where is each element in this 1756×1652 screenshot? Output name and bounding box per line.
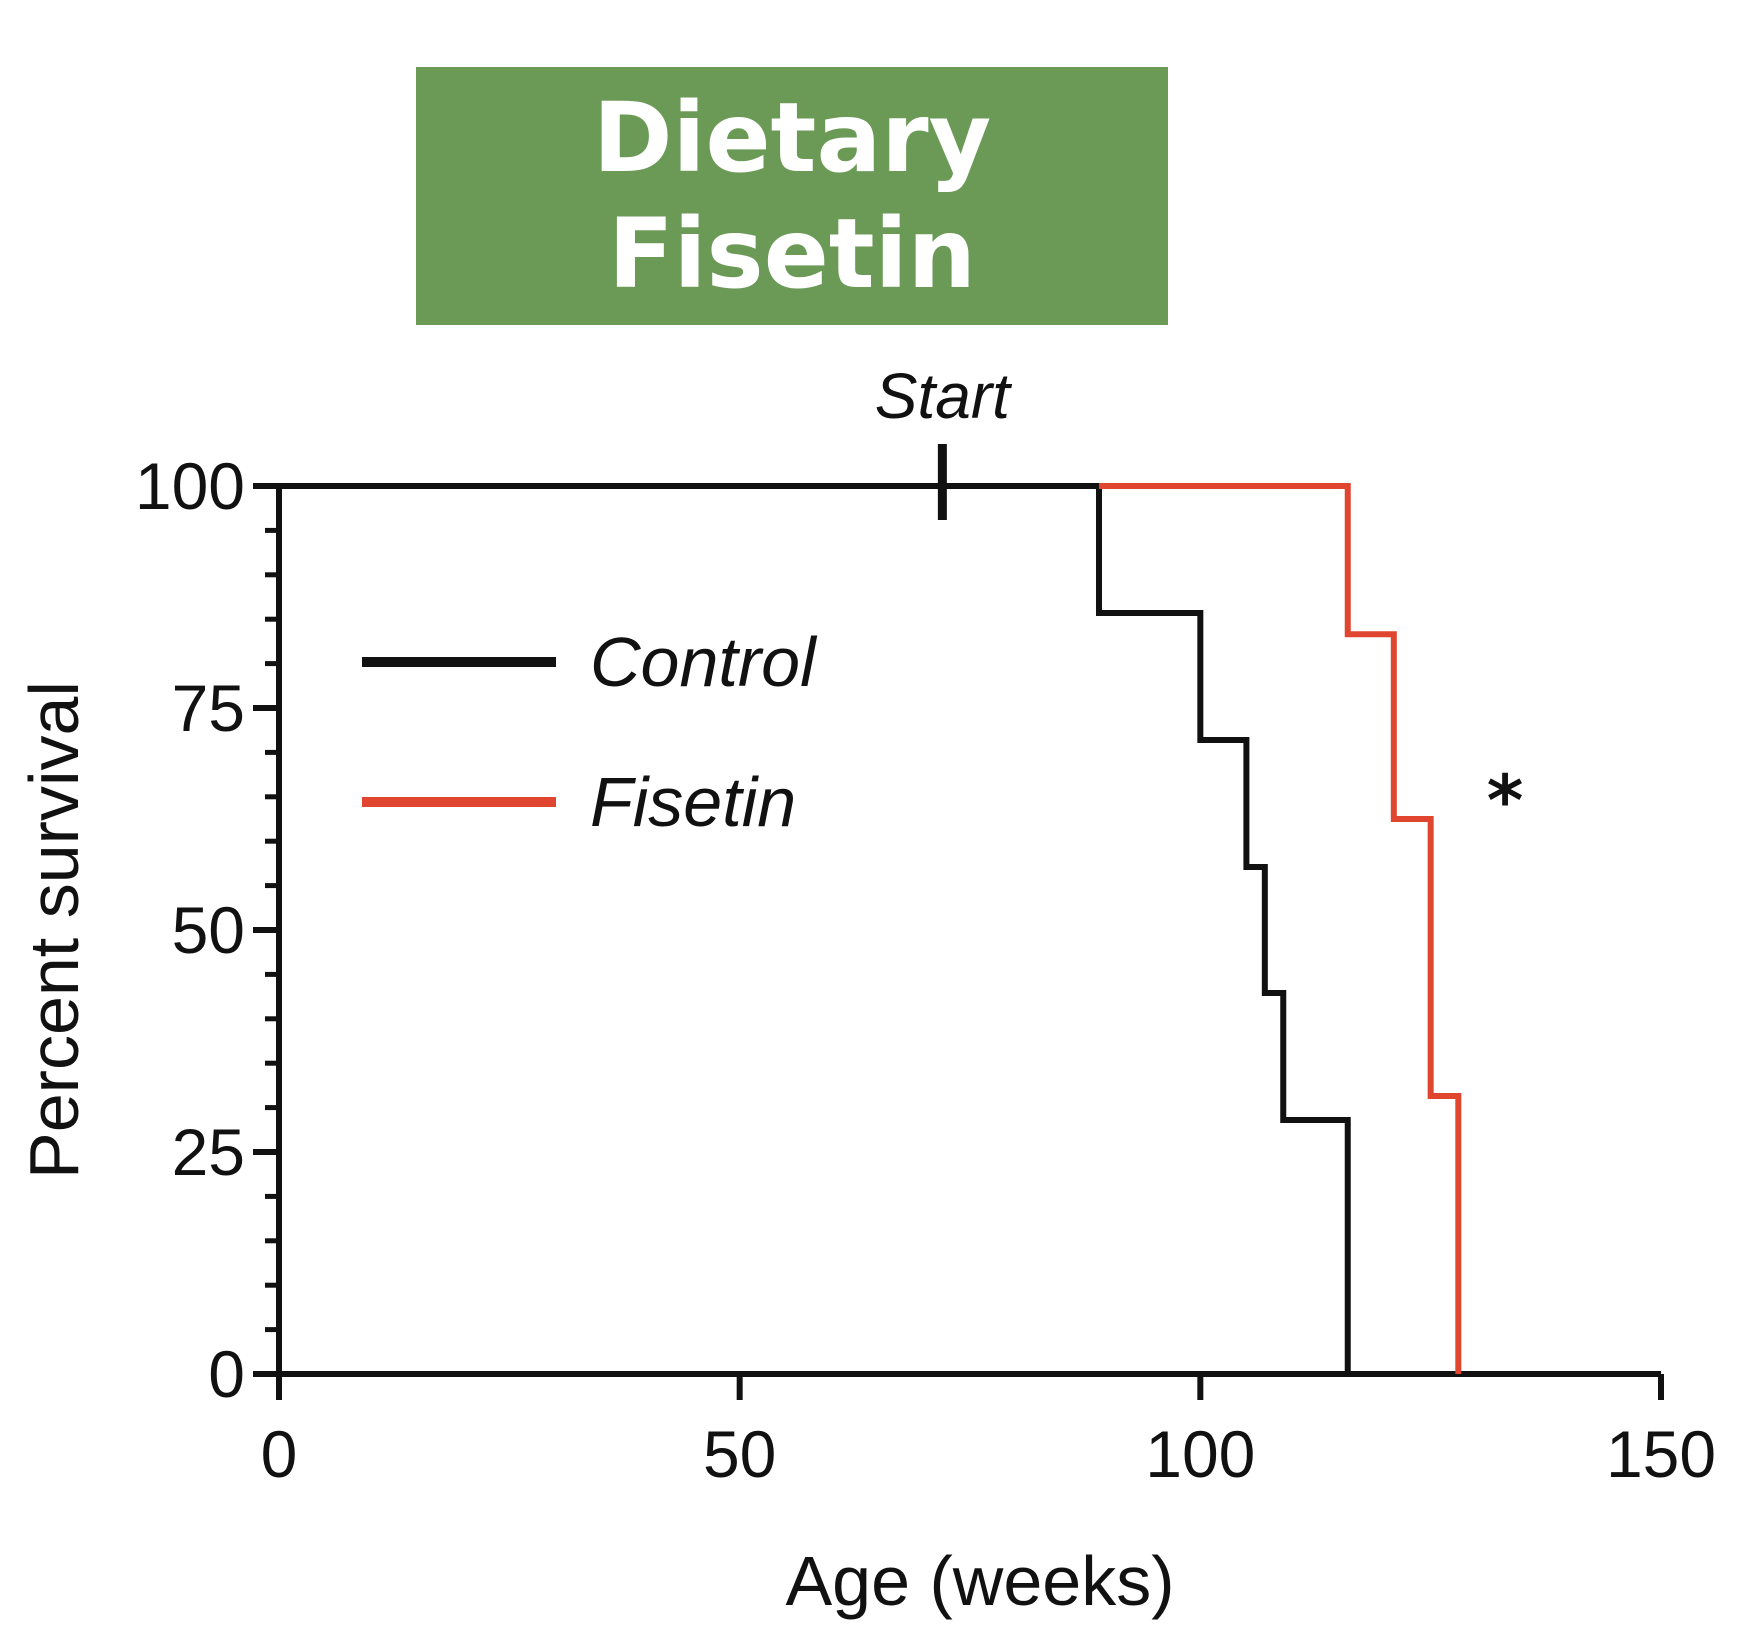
x-tick-label: 50 xyxy=(703,1417,776,1491)
significance-star: * xyxy=(1487,760,1524,842)
axes: 0 25 50 75 100 0 50 100 150 Age (weeks) Percent su… xyxy=(15,449,1716,1620)
y-tick-label: 50 xyxy=(172,893,245,967)
banner-line-1: Dietary xyxy=(592,82,992,194)
legend-label-control: Control xyxy=(590,623,818,701)
y-axis-title: Percent survival xyxy=(15,681,93,1179)
title-banner: Dietary Fisetin xyxy=(416,67,1168,325)
annotations: Start * xyxy=(875,360,1524,842)
legend: Control Fisetin xyxy=(362,623,818,841)
y-tick-label: 100 xyxy=(135,449,245,523)
legend-label-fisetin: Fisetin xyxy=(590,763,796,841)
y-tick-label: 25 xyxy=(172,1115,245,1189)
x-tick-label: 150 xyxy=(1606,1417,1716,1491)
banner-line-2: Fisetin xyxy=(608,198,976,310)
series-line-fisetin xyxy=(1098,483,1462,1374)
x-tick-label: 100 xyxy=(1145,1417,1255,1491)
x-tick-label: 0 xyxy=(261,1417,298,1491)
series-line-control xyxy=(279,483,1351,1374)
y-tick-label: 0 xyxy=(208,1337,245,1411)
x-axis-title: Age (weeks) xyxy=(785,1542,1174,1620)
start-label: Start xyxy=(875,360,1012,432)
y-tick-label: 75 xyxy=(172,671,245,745)
plot-series xyxy=(279,483,1462,1374)
